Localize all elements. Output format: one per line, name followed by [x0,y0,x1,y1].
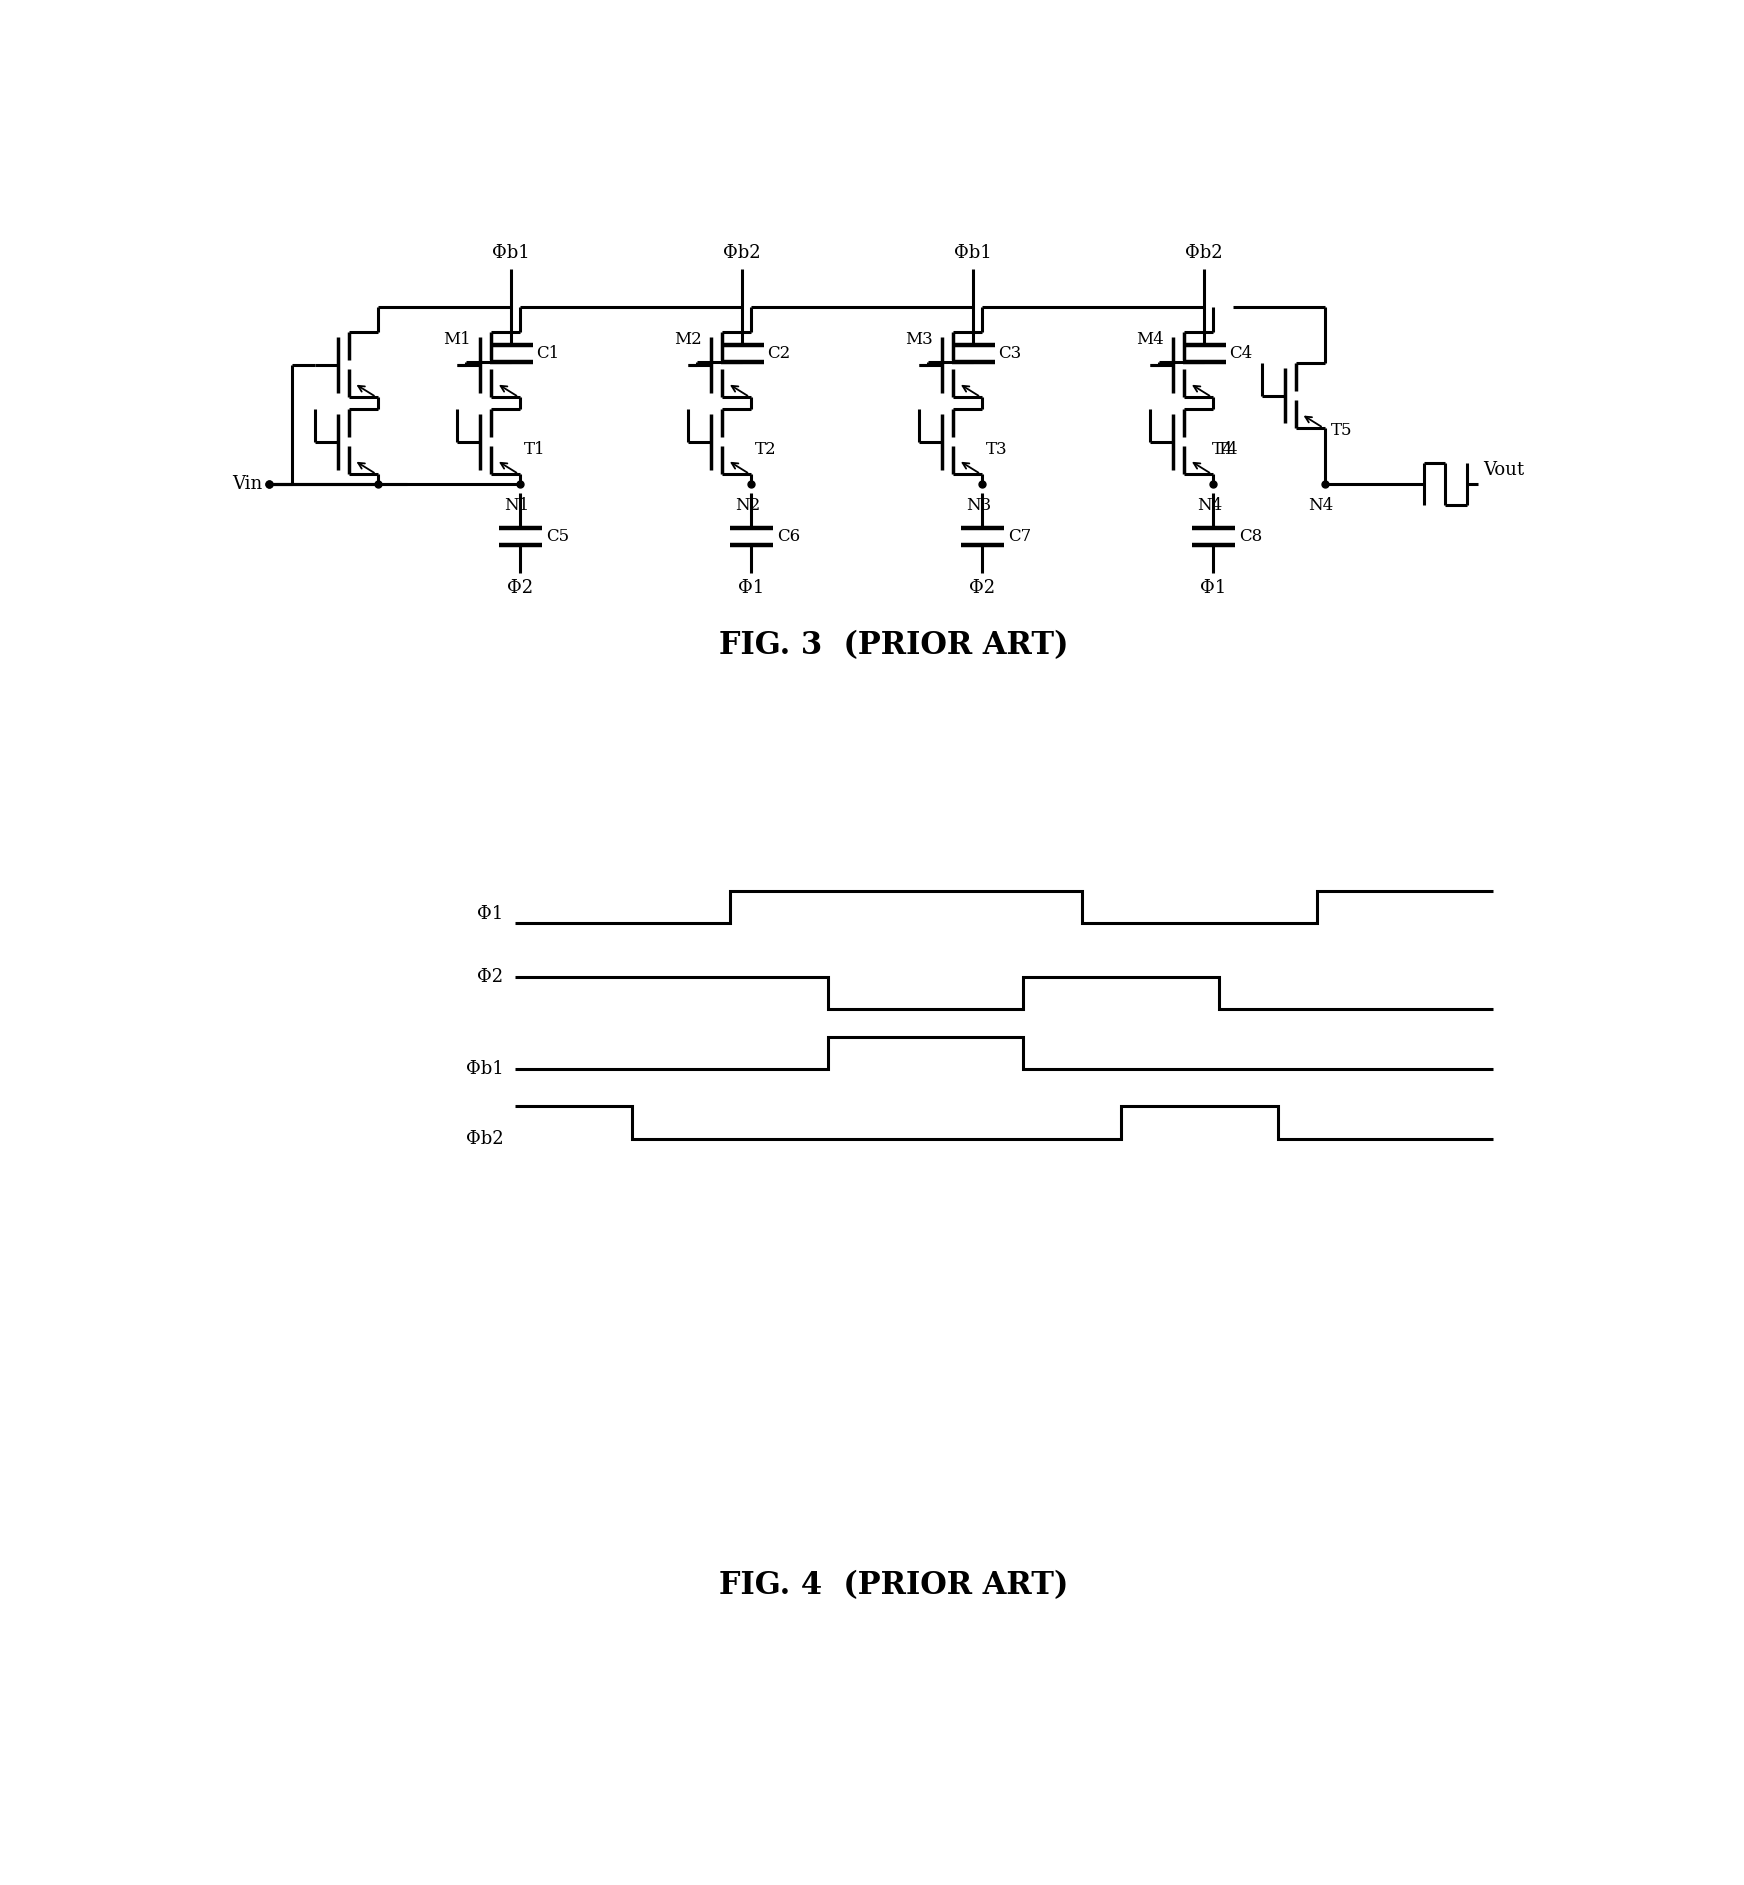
Text: T1: T1 [525,441,546,458]
Text: Vin: Vin [232,475,262,494]
Text: T5: T5 [1331,422,1353,439]
Text: Φb1: Φb1 [954,245,992,262]
Text: C8: C8 [1238,528,1263,545]
Text: Φb2: Φb2 [724,245,760,262]
Text: N4: N4 [1196,498,1223,515]
Text: M4: M4 [1137,332,1163,349]
Text: M3: M3 [905,332,933,349]
Text: N1: N1 [504,498,528,515]
Text: M1: M1 [443,332,471,349]
Text: Φb2: Φb2 [1186,245,1223,262]
Text: T3: T3 [985,441,1008,458]
Text: FIG. 4  (PRIOR ART): FIG. 4 (PRIOR ART) [719,1570,1069,1600]
Text: C2: C2 [767,345,790,362]
Text: C4: C4 [1230,345,1252,362]
Text: N4: N4 [1308,498,1334,515]
Text: Φ1: Φ1 [738,579,764,598]
Text: N3: N3 [966,498,991,515]
Text: C5: C5 [546,528,569,545]
Text: FIG. 3  (PRIOR ART): FIG. 3 (PRIOR ART) [719,630,1069,662]
Text: Φb2: Φb2 [466,1129,504,1148]
Text: Φ2: Φ2 [970,579,996,598]
Text: Φb1: Φb1 [466,1061,504,1078]
Text: C3: C3 [999,345,1022,362]
Text: C1: C1 [537,345,560,362]
Text: Vout: Vout [1484,462,1524,479]
Text: Φ2: Φ2 [478,969,504,986]
Text: M2: M2 [675,332,703,349]
Text: T2: T2 [755,441,776,458]
Text: Φb1: Φb1 [492,245,530,262]
Text: Φ1: Φ1 [1200,579,1226,598]
Text: T4: T4 [1212,441,1233,458]
Text: C6: C6 [776,528,800,545]
Text: Φ1: Φ1 [478,905,504,924]
Text: Φ2: Φ2 [508,579,534,598]
Text: T4: T4 [1217,441,1238,458]
Text: C7: C7 [1008,528,1031,545]
Text: N2: N2 [734,498,760,515]
